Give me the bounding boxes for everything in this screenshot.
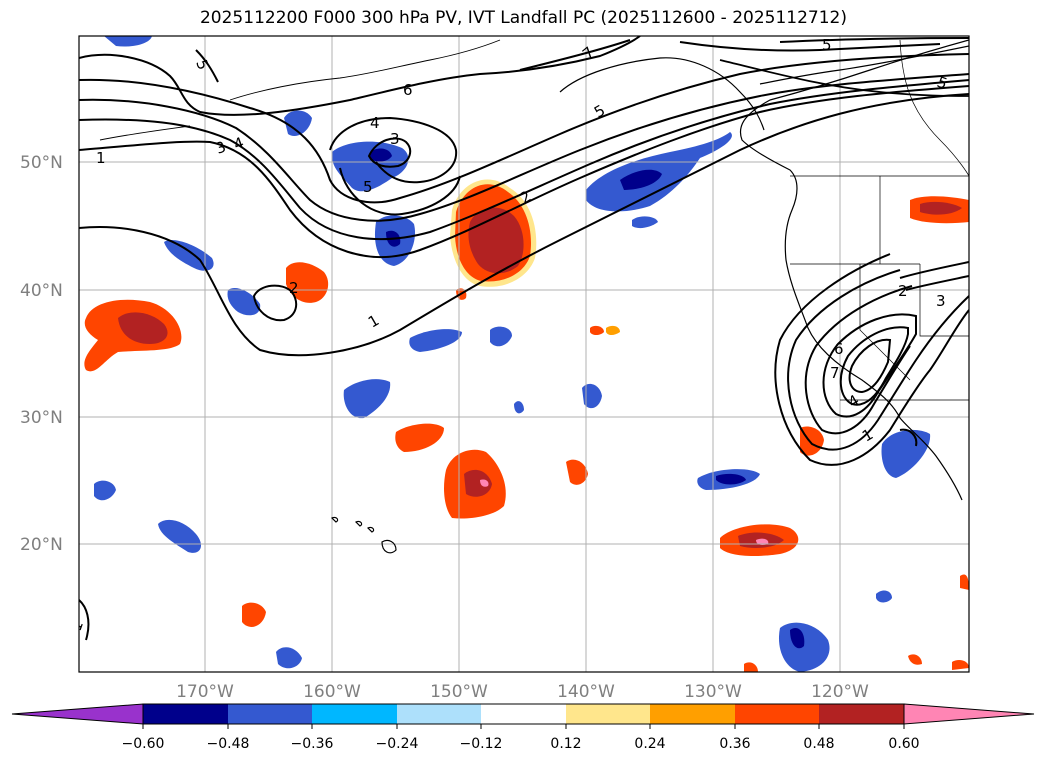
negative-anomaly [881,429,931,478]
positive-anomaly [464,469,492,497]
colorbar-bin [481,704,566,724]
colorbar-tick: 0.24 [634,736,665,752]
negative-anomaly [620,169,662,190]
colorbar-tick: −0.36 [291,736,334,752]
negative-anomaly [514,401,524,414]
positive-anomaly [908,654,922,665]
contour-label: 1 [67,618,87,633]
colorbar-tick: −0.24 [376,736,419,752]
contour-label: 6 [834,340,844,358]
colorbar-tick: −0.60 [122,736,165,752]
negative-anomaly [716,473,746,485]
positive-anomaly [920,201,962,215]
lon-label-130w: 130°W [684,682,742,702]
lon-label-140w: 140°W [557,682,615,702]
contour-label: 5 [822,36,832,54]
colorbar-bin [312,704,397,724]
colorbar-tick: −0.12 [460,736,503,752]
lat-label-50n: 50°N [20,153,63,173]
positive-anomaly [952,660,969,670]
contour-label: 2 [289,279,299,297]
positive-anomaly [118,312,168,344]
contour-label: 7 [830,364,840,382]
negative-anomaly [490,326,512,347]
colorbar-bin [650,704,735,724]
lat-label-40n: 40°N [20,281,63,301]
lat-label-30n: 30°N [20,408,63,428]
colorbar-bin [566,704,651,724]
negative-anomaly [104,36,152,47]
colorbar-extend-high [903,703,1035,725]
contour-label: 6 [403,81,413,99]
map-area: 1 1 1 1 2 2 2 3 3 3 4 4 4 5 5 5 5 5 6 6 … [67,36,969,672]
contour-label: 5 [363,178,373,196]
positive-anomaly [566,459,588,485]
colorbar-bin [143,704,228,724]
negative-anomaly [370,148,392,162]
positive-anomaly [242,602,266,627]
latitude-labels: 50°N 40°N 30°N 20°N [20,153,63,555]
colorbar-bin [819,704,904,724]
negative-anomaly [409,329,462,352]
positive-anomaly [395,423,444,452]
negative-anomaly [876,590,892,603]
map-title: 2025112200 F000 300 hPa PV, IVT Landfall… [199,8,847,28]
colorbar-extend-low [11,703,144,725]
lat-label-20n: 20°N [20,535,63,555]
positive-anomaly [480,479,489,487]
map-frame [78,35,970,673]
colorbar: −0.60 −0.48 −0.36 −0.24 −0.12 0.12 0.24 … [11,703,1035,752]
negative-anomaly [227,287,261,316]
negative-anomaly [94,480,116,501]
contour-label: 3 [936,292,946,310]
colorbar-bin [228,704,313,724]
lon-label-160w: 160°W [303,682,361,702]
lon-label-150w: 150°W [430,682,488,702]
colorbar-tick: 0.48 [803,736,834,752]
colorbar-bin [735,704,820,724]
negative-anomaly [586,132,732,212]
negative-anomaly [158,519,202,553]
positive-anomaly [286,262,329,303]
negative-anomaly [582,383,602,409]
positive-anomaly [960,574,969,590]
colorbar-tick: 0.60 [888,736,919,752]
contour-label: 2 [898,282,908,300]
positive-anomaly [756,538,769,545]
contour-label: 4 [370,114,380,132]
positive-anomaly [800,426,824,456]
negative-anomaly [284,110,312,137]
lon-label-120w: 120°W [811,682,869,702]
colorbar-bin [397,704,482,724]
colorbar-tick: 0.36 [719,736,750,752]
lon-label-170w: 170°W [176,682,234,702]
graticule [79,36,969,672]
contour-label: 3 [390,130,400,148]
colorbar-tick: −0.48 [207,736,250,752]
pv-shading [84,36,969,672]
positive-anomaly [744,662,758,672]
contour-label: 1 [96,149,106,167]
positive-anomaly [590,325,604,335]
positive-anomaly [606,325,620,335]
ivt-contours [79,36,969,641]
negative-anomaly [276,647,302,669]
negative-anomaly [790,627,805,649]
colorbar-tick: 0.12 [550,736,581,752]
negative-anomaly [632,216,658,229]
coastlines [99,39,969,554]
longitude-labels: 170°W 160°W 150°W 140°W 130°W 120°W [176,682,869,702]
negative-anomaly [343,379,391,419]
